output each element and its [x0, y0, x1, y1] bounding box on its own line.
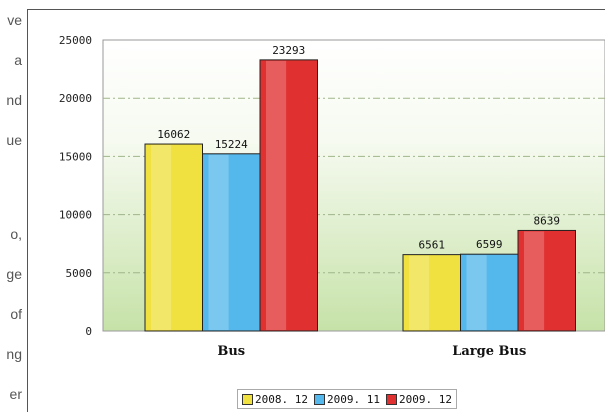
grid-lines — [103, 97, 605, 274]
data-labels: 16062 15224 23293 6561 6599 8639 — [157, 44, 560, 252]
legend-label: 2008. 12 — [255, 392, 308, 406]
legend-item: 2009. 11 — [313, 392, 380, 406]
legend-label: 2009. 11 — [326, 392, 380, 406]
y-tick-label: 0 — [85, 325, 92, 338]
legend-item: 2008. 12 — [242, 393, 308, 406]
bars — [144, 59, 576, 332]
bar — [517, 229, 576, 332]
side-text-line: ng — [6, 346, 22, 362]
y-tick-label: 5000 — [66, 267, 93, 280]
y-tick-label: 15000 — [59, 150, 92, 163]
y-tick-label: 25000 — [59, 34, 92, 47]
side-text-line: ge — [6, 266, 22, 282]
x-category-label: Large Bus — [452, 344, 526, 359]
bar — [144, 143, 203, 332]
y-axis-ticks: 0 5000 10000 15000 20000 25000 — [59, 34, 92, 338]
data-label: 16062 — [157, 128, 190, 141]
side-text-column: ve a nd ue o, ge of ng er — [0, 0, 24, 411]
x-category-label: Bus — [217, 344, 245, 359]
bar — [202, 153, 261, 332]
data-label: 6599 — [476, 238, 503, 251]
side-text-line: ve — [7, 12, 22, 28]
legend-label: 2009. 12 — [398, 392, 452, 406]
side-text-line: ue — [6, 132, 22, 148]
side-text-line: o, — [10, 226, 22, 242]
bar-highlight — [151, 145, 172, 330]
data-label: 6561 — [419, 239, 446, 252]
legend-item: 2009. 12 — [385, 392, 452, 406]
data-label: 23293 — [272, 44, 305, 57]
side-text-line: nd — [6, 92, 22, 108]
bar-highlight — [466, 255, 487, 330]
legend: 2008. 12 2009. 11 2009. 12 — [237, 389, 457, 409]
data-label: 8639 — [534, 214, 561, 227]
side-text-line: er — [9, 386, 22, 402]
y-tick-label: 10000 — [59, 209, 92, 222]
legend-swatch — [313, 393, 325, 405]
x-axis-categories: Bus Large Bus — [217, 344, 526, 359]
bar-highlight — [266, 60, 287, 331]
bar-highlight — [524, 231, 545, 330]
data-label: 15224 — [215, 138, 248, 151]
legend-swatch — [385, 393, 397, 405]
bar — [259, 59, 318, 332]
side-text-line: of — [10, 306, 22, 322]
bar — [402, 254, 461, 332]
bar-highlight — [208, 154, 229, 330]
side-text-line: a — [14, 52, 22, 68]
bar-highlight — [409, 255, 430, 330]
y-tick-label: 20000 — [59, 92, 92, 105]
legend-swatch — [242, 393, 253, 405]
